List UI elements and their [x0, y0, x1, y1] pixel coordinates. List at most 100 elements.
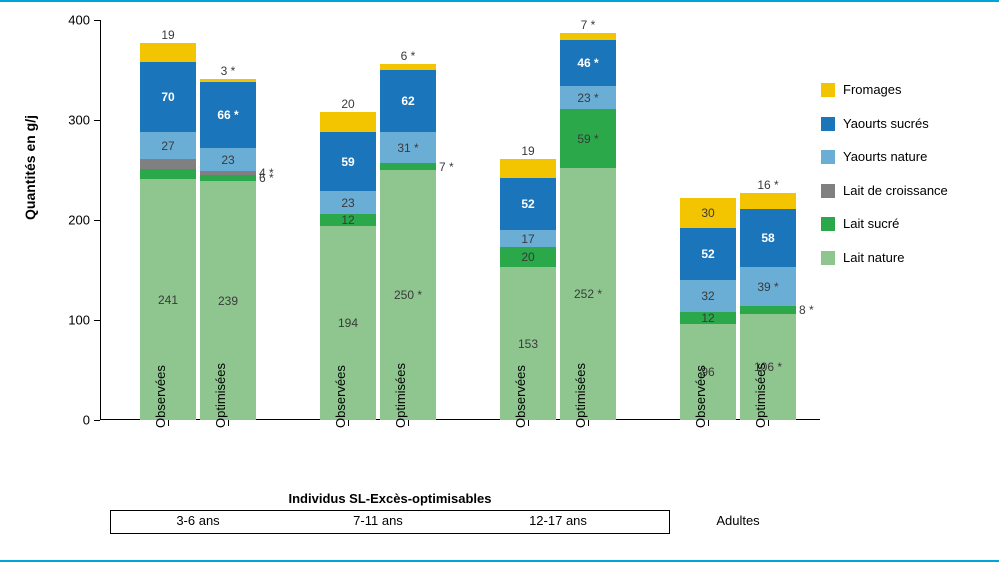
- bar-segment-label: 70: [161, 91, 174, 103]
- legend-item: Lait sucré: [821, 216, 971, 232]
- bar-segment: 52: [500, 178, 556, 230]
- x-tick: [528, 420, 529, 426]
- bar-segment-label: 12: [341, 214, 354, 226]
- group-label: Adultes: [688, 513, 788, 528]
- bar-segment: 239: [200, 181, 256, 420]
- bar-segment-label: 7 *: [560, 19, 616, 31]
- bar-segment-label: 39 *: [757, 281, 778, 293]
- bar-segment-label: 8 *: [799, 304, 814, 316]
- group-label: 3-6 ans: [148, 513, 248, 528]
- bar-segment: 6 *: [200, 175, 256, 181]
- y-tick: [94, 420, 100, 421]
- legend-swatch: [821, 150, 835, 164]
- group-row: Individus SL-Excès-optimisables 3-6 ans7…: [100, 510, 820, 550]
- bar-x-label: Observées: [693, 365, 708, 428]
- bar-segment: 7 *: [560, 33, 616, 40]
- bar-segment-label: 66 *: [217, 109, 238, 121]
- x-tick: [168, 420, 169, 426]
- bar-segment: 23 *: [560, 86, 616, 109]
- y-tick-label: 300: [50, 113, 90, 128]
- bar-segment: 8 *: [740, 306, 796, 314]
- chart-frame: Quantités en g/j 0100200300400 241101027…: [0, 0, 999, 562]
- bar-segment: 194: [320, 226, 376, 420]
- bar: 19412235920Observées: [320, 112, 376, 420]
- bar-x-label: Observées: [333, 365, 348, 428]
- bar-segment: 4 *: [200, 171, 256, 175]
- bar-segment-label: 52: [701, 248, 714, 260]
- bar-segment: 153: [500, 267, 556, 420]
- group-label: 7-11 ans: [328, 513, 428, 528]
- legend-label: Lait nature: [843, 250, 904, 266]
- x-tick: [588, 420, 589, 426]
- bar-segment: 62: [380, 70, 436, 132]
- bar-segment-label: 31 *: [397, 142, 418, 154]
- bar-x-label: Observées: [513, 365, 528, 428]
- bar-segment-label: 4 *: [259, 167, 274, 179]
- x-tick: [408, 420, 409, 426]
- bar-segment-label: 20: [320, 98, 376, 110]
- bar-segment: 66 *: [200, 82, 256, 148]
- legend: Fromages Yaourts sucrés Yaourts nature Lait…: [821, 82, 971, 284]
- legend-label: Yaourts sucrés: [843, 116, 929, 132]
- legend-label: Fromages: [843, 82, 902, 98]
- bar-segment-label: 23: [341, 197, 354, 209]
- bar-x-label: Optimisées: [393, 363, 408, 428]
- y-tick-label: 400: [50, 13, 90, 28]
- legend-item: Yaourts sucrés: [821, 116, 971, 132]
- legend-swatch: [821, 83, 835, 97]
- bar-segment-label: 19: [500, 145, 556, 157]
- x-tick: [348, 420, 349, 426]
- bar-segment-label: 59: [341, 156, 354, 168]
- bar-segment: 20: [500, 247, 556, 267]
- bar-segment-label: 17: [521, 233, 534, 245]
- bar-segment: 27: [140, 132, 196, 159]
- bar-segment: 250 *: [380, 170, 436, 420]
- bar-segment: 23: [200, 148, 256, 171]
- bar-segment: 10: [140, 169, 196, 179]
- legend-item: Lait de croissance: [821, 183, 971, 199]
- legend-swatch: [821, 184, 835, 198]
- bar-segment-label: 20: [521, 251, 534, 263]
- bar-segment-label: 241: [158, 294, 178, 306]
- bar-segment-label: 7 *: [439, 161, 454, 173]
- bar-segment: 31 *: [380, 132, 436, 163]
- bar-segment: 106 *: [740, 314, 796, 420]
- bar-segment: 252 *: [560, 168, 616, 420]
- y-tick-label: 0: [50, 413, 90, 428]
- bar: 9612325230Observées: [680, 198, 736, 420]
- bar: 106 *8 *39 *5816 *Optimisées: [740, 193, 796, 420]
- bar-segment: 32: [680, 280, 736, 312]
- bar: 2396 *4 *2366 *3 *Optimisées: [200, 79, 256, 420]
- bar-segment: 96: [680, 324, 736, 420]
- bar-segment: 20: [320, 112, 376, 132]
- bar-segment-label: 52: [521, 198, 534, 210]
- bar-segment-label: 58: [761, 232, 774, 244]
- x-tick: [228, 420, 229, 426]
- bar-x-label: Observées: [153, 365, 168, 428]
- legend-label: Yaourts nature: [843, 149, 927, 165]
- bar-segment-label: 153: [518, 338, 538, 350]
- bar: 252 *59 *23 *46 *7 *Optimisées: [560, 33, 616, 420]
- legend-swatch: [821, 217, 835, 231]
- bar-segment: 16 *: [740, 193, 796, 209]
- bar-segment: 7 *: [380, 163, 436, 170]
- bar-segment-label: 252 *: [574, 288, 602, 300]
- group-label: 12-17 ans: [508, 513, 608, 528]
- legend-swatch: [821, 117, 835, 131]
- bar-segment-label: 46 *: [577, 57, 598, 69]
- bar-segment: 10: [140, 159, 196, 169]
- plot-area: 0100200300400 2411010277019Observées2396…: [100, 20, 820, 420]
- bar-segment-label: 239: [218, 295, 238, 307]
- bar: 250 *7 *31 *626 *Optimisées: [380, 64, 436, 420]
- bar-segment: 70: [140, 62, 196, 132]
- bar-segment: 52: [680, 228, 736, 280]
- bar-segment-label: 23 *: [577, 92, 598, 104]
- bar-segment: 23: [320, 191, 376, 214]
- x-tick: [768, 420, 769, 426]
- legend-item: Fromages: [821, 82, 971, 98]
- bar-segment: 3 *: [200, 79, 256, 82]
- bar-segment-label: 6 *: [380, 50, 436, 62]
- bar-segment: 39 *: [740, 267, 796, 306]
- bar-segment: 241: [140, 179, 196, 420]
- bar-segment: 46 *: [560, 40, 616, 86]
